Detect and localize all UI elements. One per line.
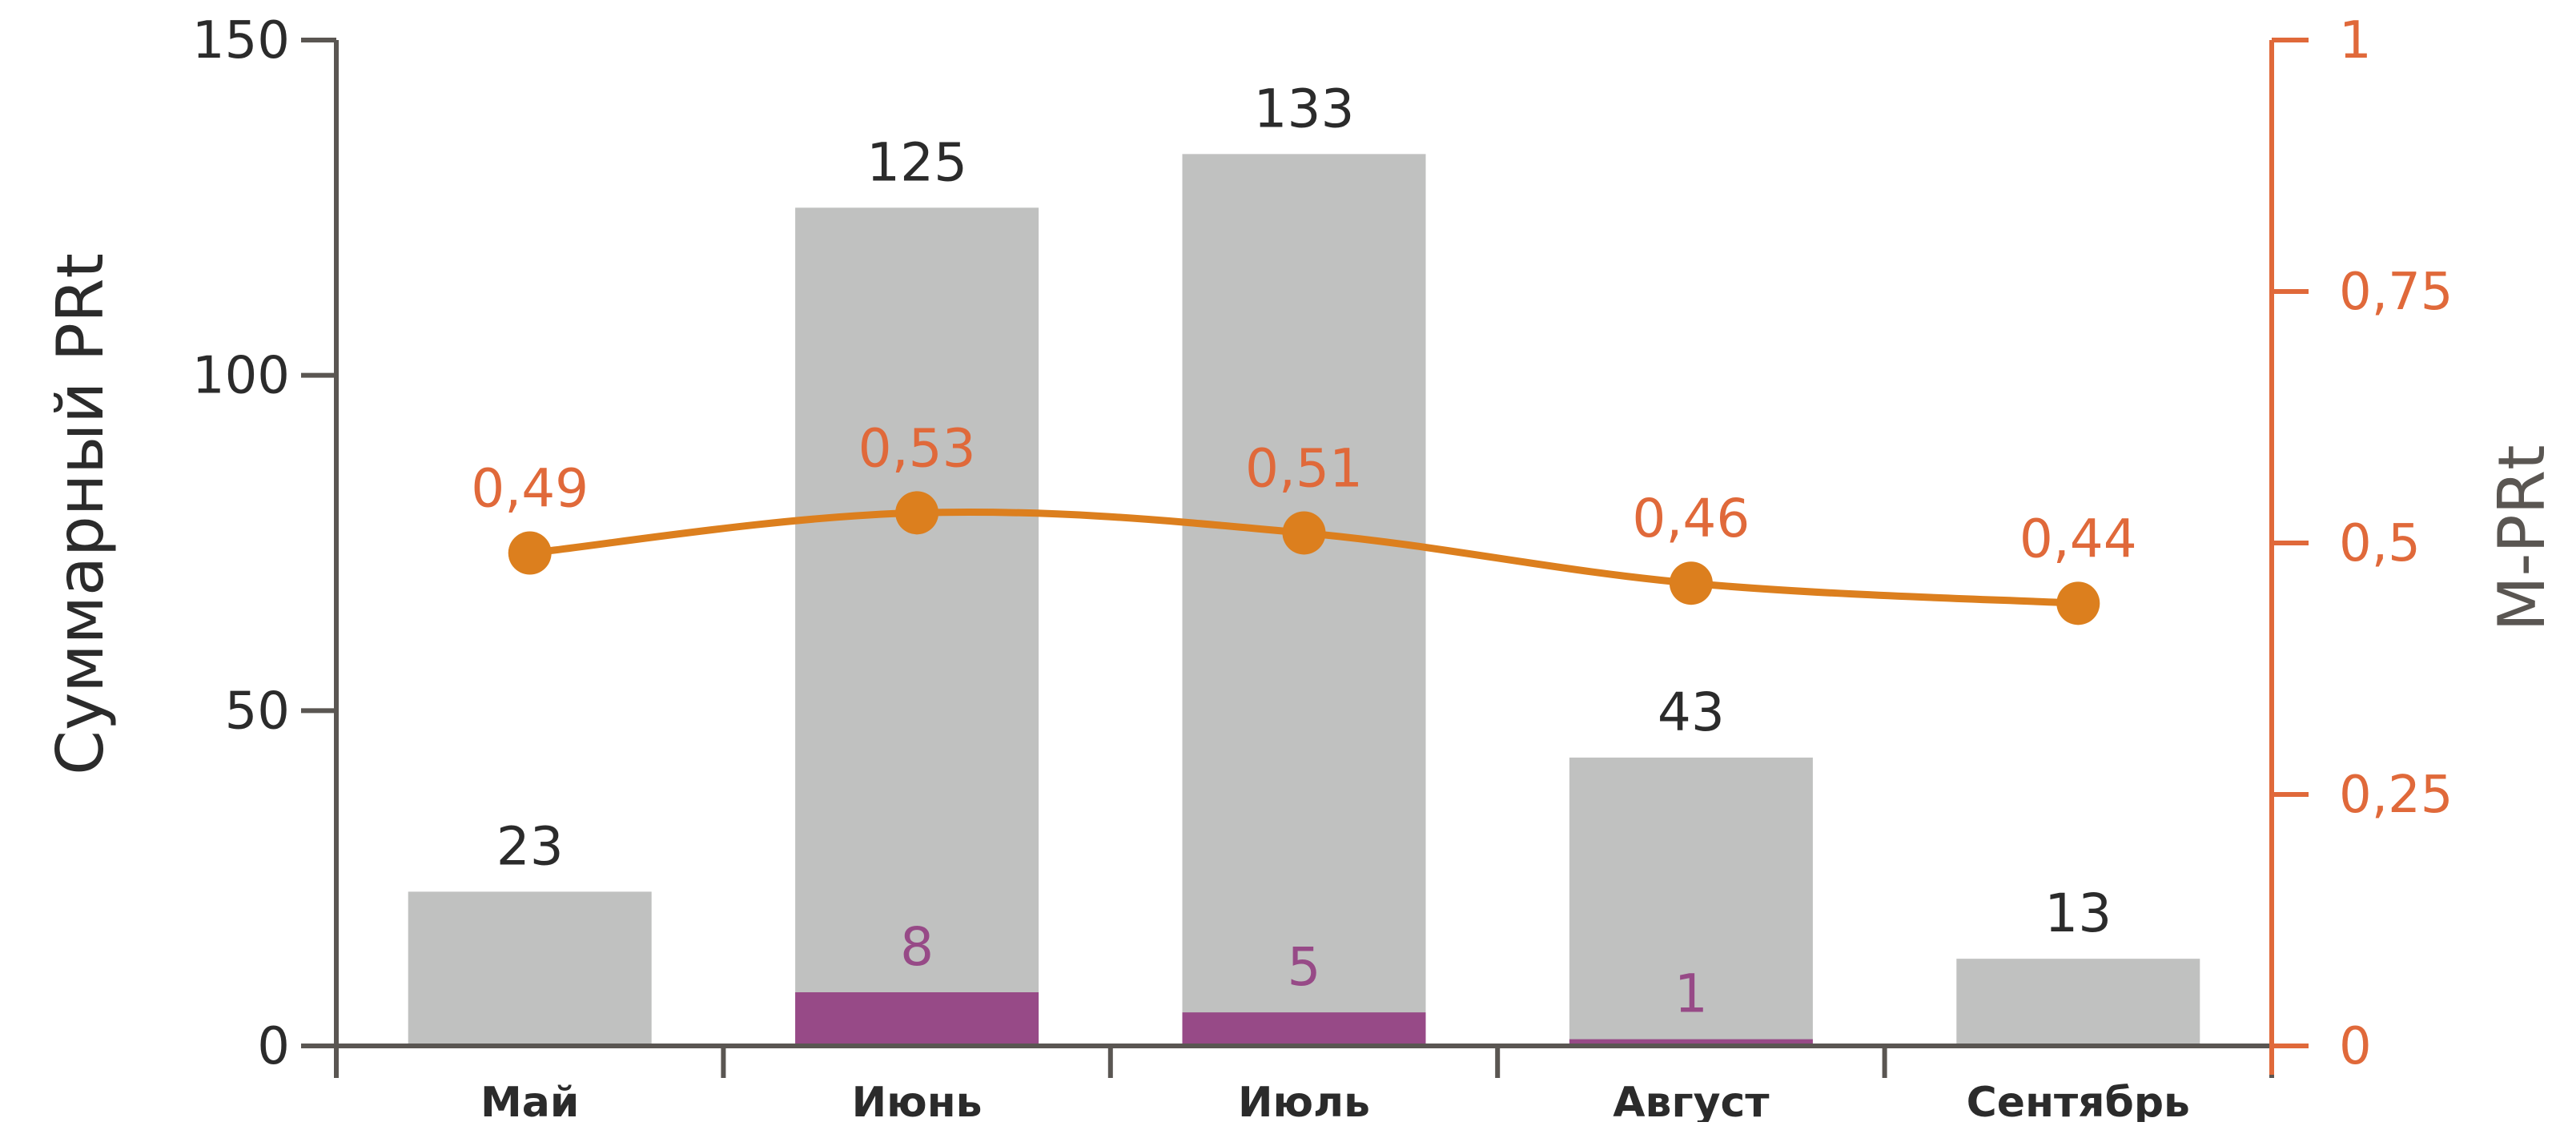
y-tick-label-left: 0 [257,1017,290,1076]
bar-total-label: 43 [1658,682,1725,743]
bar-total [1182,154,1426,1046]
bar-sub [1182,1012,1426,1046]
bar-sub [1569,1039,1813,1046]
bar-total [1956,959,2200,1046]
y-tick-label-right: 0 [2339,1017,2372,1076]
bar-sub [795,992,1039,1046]
mprt-point-label: 0,49 [471,458,589,520]
y-tick-label-left: 100 [192,347,290,406]
mprt-point-label: 0,44 [2019,508,2137,569]
x-tick-label: Сентябрь [1967,1079,2190,1122]
mprt-point [1282,511,1326,555]
bar-sub-label: 5 [1288,936,1321,998]
bar-sub-label: 8 [900,916,934,978]
y-tick-label-left: 50 [225,682,290,741]
bar-sub-label: 1 [1674,963,1708,1025]
y-axis-title-left: Суммарный PRt [43,253,118,775]
x-tick-label: Август [1613,1079,1769,1122]
mprt-point-label: 0,51 [1245,437,1363,499]
mprt-point [895,491,939,535]
y-tick-label-right: 0,5 [2339,514,2421,573]
x-tick-label: Июнь [852,1079,983,1122]
bar-total [795,207,1039,1046]
mprt-point-label: 0,46 [1632,488,1750,549]
mprt-point-label: 0,53 [858,417,976,479]
y-tick-label-left: 150 [192,11,290,70]
y-tick-label-right: 0,75 [2339,263,2453,322]
y-tick-label-right: 0,25 [2339,766,2453,825]
bar-total [1569,757,1813,1046]
line-layer [508,491,2100,625]
mprt-point [1669,561,1713,605]
bar-total-label: 125 [866,131,967,193]
mprt-point [508,531,552,575]
mprt-point [2056,581,2100,625]
bar-total-label: 23 [496,815,564,877]
bar-total [408,891,652,1046]
bar-total-label: 133 [1254,78,1355,139]
axes-layer: 0 50 100 150 Май Июнь Июль Август Сентябрь 0 0,25 0… [192,11,2453,1126]
y-axis-title-right: M-PRt [2485,444,2559,631]
x-tick-label: Май [480,1079,579,1122]
bar-total-label: 13 [2044,883,2112,944]
bars-layer [408,154,2200,1046]
labels-layer: 23 125 133 43 13 8 5 1 0,49 0,53 0,51 0,46 0,44 [471,78,2137,1024]
x-tick-label: Июль [1238,1079,1370,1122]
y-tick-label-right: 1 [2339,11,2372,70]
